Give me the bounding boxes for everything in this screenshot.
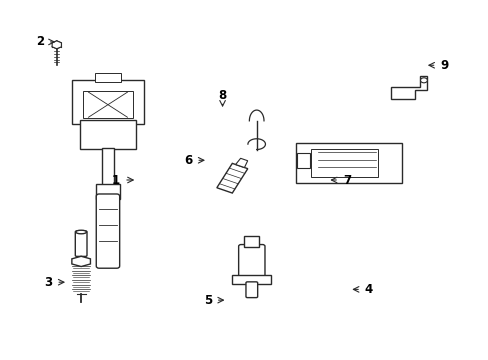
Polygon shape — [235, 158, 247, 167]
Circle shape — [420, 78, 427, 83]
Text: 4: 4 — [364, 283, 372, 296]
Polygon shape — [390, 76, 427, 99]
FancyBboxPatch shape — [311, 149, 377, 177]
FancyBboxPatch shape — [96, 184, 120, 199]
Text: 9: 9 — [439, 59, 447, 72]
Text: 3: 3 — [44, 276, 52, 289]
FancyBboxPatch shape — [296, 143, 402, 183]
Text: 6: 6 — [184, 154, 192, 167]
FancyBboxPatch shape — [232, 275, 271, 284]
Text: 5: 5 — [203, 294, 212, 307]
Text: 7: 7 — [342, 174, 350, 186]
FancyBboxPatch shape — [72, 80, 144, 124]
Text: 8: 8 — [218, 89, 226, 102]
FancyBboxPatch shape — [80, 120, 136, 149]
Text: 1: 1 — [111, 174, 119, 186]
FancyBboxPatch shape — [75, 231, 87, 256]
FancyBboxPatch shape — [82, 91, 133, 118]
FancyBboxPatch shape — [244, 235, 259, 247]
Bar — [102, 148, 114, 185]
Ellipse shape — [76, 230, 86, 234]
Polygon shape — [72, 256, 90, 266]
Text: 2: 2 — [37, 35, 44, 49]
FancyBboxPatch shape — [245, 282, 257, 298]
FancyBboxPatch shape — [297, 153, 309, 168]
FancyBboxPatch shape — [96, 194, 120, 268]
FancyBboxPatch shape — [238, 244, 264, 279]
Polygon shape — [216, 163, 247, 193]
Polygon shape — [52, 41, 61, 49]
FancyBboxPatch shape — [95, 73, 121, 82]
